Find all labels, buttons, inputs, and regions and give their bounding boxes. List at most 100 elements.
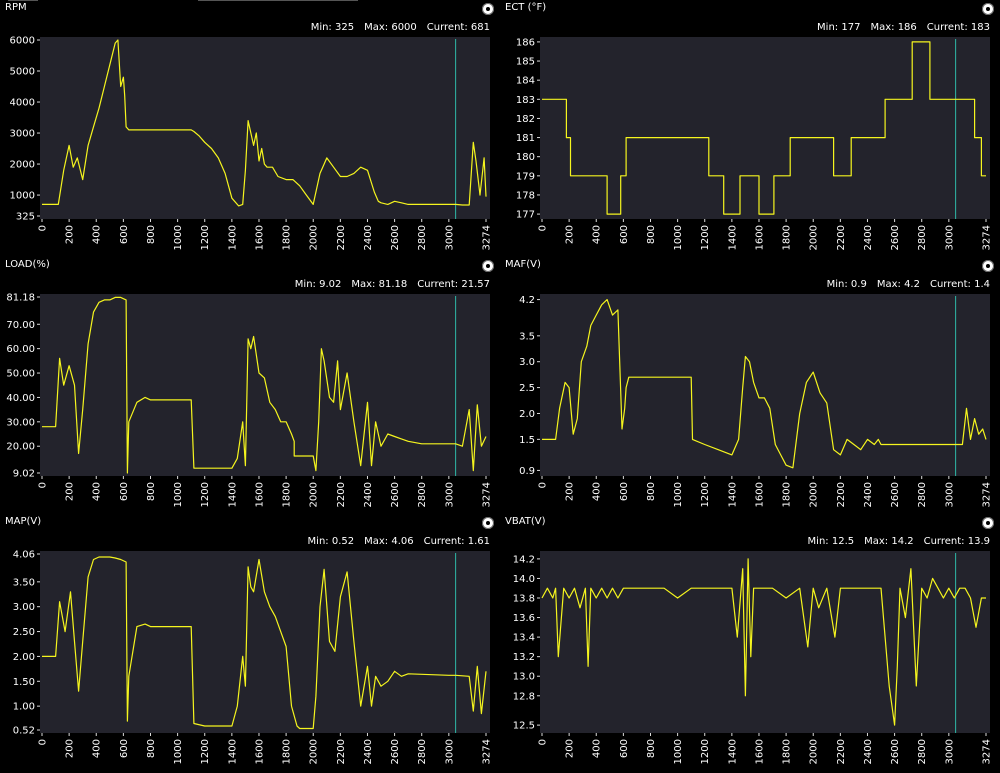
y-tick-label: 14.2	[513, 554, 535, 565]
plot-area[interactable]: 325 1000 2000 3000 4000 5000 6000 0 200 400 600 800…	[0, 20, 496, 255]
max-value: 4.2	[904, 279, 920, 290]
min-value: 0.52	[331, 536, 355, 547]
series-line	[42, 296, 487, 474]
x-tick-label: 2800	[417, 225, 428, 250]
min-value: 325	[335, 22, 355, 33]
plot-background	[540, 37, 990, 219]
max-label: Max:	[351, 279, 376, 290]
x-tick-label: 2200	[836, 482, 847, 507]
x-tick-label: 3274	[482, 482, 493, 507]
x-tick-label: 0	[38, 739, 49, 745]
ect-panel: ECT (°F) 177 178 179 180 181 182 183 184 185 186 0…	[500, 0, 996, 255]
x-tick-label: 1800	[282, 225, 293, 250]
y-tick-label: 13.0	[513, 672, 535, 683]
close-icon[interactable]	[482, 260, 494, 272]
x-tick-label: 2600	[390, 225, 401, 250]
x-tick-label: 600	[619, 482, 630, 501]
x-tick-label: 800	[646, 225, 657, 244]
x-tick-label: 2200	[336, 739, 347, 764]
plot-area[interactable]: 0.52 1.00 1.50 2.00 2.50 3.00 3.50 4.06 0 200 400 6…	[0, 534, 496, 769]
x-tick-label: 1400	[227, 482, 238, 507]
x-tick-label: 1000	[173, 225, 184, 250]
y-tick-label: 1000	[10, 191, 35, 202]
y-tick-label: 181	[516, 133, 535, 144]
y-tick-label: 3000	[10, 129, 35, 140]
plot-area[interactable]: 177 178 179 180 181 182 183 184 185 186 0 200 400 600…	[500, 20, 996, 255]
x-tick-label: 600	[619, 225, 630, 244]
x-tick-label: 1600	[254, 225, 265, 250]
min-label: Min:	[310, 22, 332, 33]
min-value: 9.02	[319, 279, 342, 290]
close-icon[interactable]	[982, 3, 994, 15]
y-tick-label: 2.00	[13, 652, 35, 663]
y-tick-label: 20.00	[6, 442, 35, 453]
x-tick-label: 2800	[417, 739, 428, 764]
x-tick-label: 3274	[482, 739, 493, 764]
x-tick-label: 1400	[727, 739, 738, 764]
plot-area[interactable]: 12.5 12.8 13.0 13.2 13.4 13.6 13.8 14.0 14.2 0 200…	[500, 534, 996, 769]
plot-background	[40, 551, 490, 733]
x-tick-label: 1600	[754, 482, 765, 507]
current-value: 1.4	[974, 279, 990, 290]
chart-svg: 9.02 20.00 30.00 40.00 50.00 60.00 70.00 81.18 0…	[6, 293, 493, 508]
x-tick-label: 1600	[754, 739, 765, 764]
x-tick-label: 2800	[917, 482, 928, 507]
close-icon[interactable]	[982, 517, 994, 529]
load-panel: LOAD(%) 9.02 20.00 30.00 40.00 50.00 60.00 70.…	[0, 257, 496, 512]
y-tick-label: 13.6	[513, 613, 535, 624]
y-tick-label: 12.8	[513, 691, 535, 702]
y-tick-label: 30.00	[6, 417, 35, 428]
current-label: Current:	[923, 536, 965, 547]
close-icon[interactable]	[982, 260, 994, 272]
x-tick-label: 1200	[200, 482, 211, 507]
x-tick-label: 200	[565, 739, 576, 758]
y-tick-label: 185	[516, 57, 535, 68]
y-tick-label: 179	[516, 171, 535, 182]
series-line	[42, 556, 487, 730]
x-tick-label: 200	[565, 225, 576, 244]
x-tick-label: 1200	[200, 739, 211, 764]
y-tick-label: 14.0	[513, 574, 535, 585]
max-label: Max:	[876, 279, 901, 290]
current-label: Current:	[417, 279, 459, 290]
panel-title: MAP(V)	[5, 516, 42, 527]
x-tick-label: 1800	[282, 739, 293, 764]
min-value: 12.5	[831, 536, 855, 547]
x-tick-label: 400	[592, 225, 603, 244]
max-value: 81.18	[378, 279, 408, 290]
x-tick-label: 400	[92, 225, 103, 244]
y-tick-label: 1.50	[13, 677, 35, 688]
y-tick-label: 4.2	[519, 295, 535, 306]
x-tick-label: 1400	[227, 225, 238, 250]
min-label: Min:	[294, 279, 316, 290]
plot-background	[40, 37, 490, 219]
x-tick-label: 2600	[890, 225, 901, 250]
plot-area[interactable]: 0.9 1.5 2.0 2.5 3.0 3.5 4.2 0 200 400 600 800 1000 12…	[500, 277, 996, 512]
x-tick-label: 0	[538, 482, 549, 488]
x-tick-label: 200	[65, 739, 76, 758]
x-tick-label: 2600	[890, 482, 901, 507]
y-tick-label: 1.5	[519, 435, 535, 446]
close-icon[interactable]	[482, 517, 494, 529]
x-tick-label: 800	[646, 739, 657, 758]
x-tick-label: 1600	[254, 482, 265, 507]
y-tick-label: 184	[516, 76, 535, 87]
min-value: 0.9	[850, 279, 867, 290]
x-tick-label: 600	[119, 482, 130, 501]
min-label: Min:	[826, 279, 848, 290]
stats-readout: Min: 325 Max: 6000 Current: 681	[301, 22, 490, 33]
y-tick-label: 3.5	[519, 331, 535, 342]
maf-panel: MAF(V) 0.9 1.5 2.0 2.5 3.0 3.5 4.2 0 200 400 600 80…	[500, 257, 996, 512]
x-tick-label: 2000	[809, 739, 820, 764]
y-tick-label: 4000	[10, 98, 35, 109]
min-label: Min:	[807, 536, 829, 547]
x-tick-label: 800	[646, 482, 657, 501]
plot-area[interactable]: 9.02 20.00 30.00 40.00 50.00 60.00 70.00 81.18 0…	[0, 277, 496, 512]
x-tick-label: 200	[565, 482, 576, 501]
close-icon[interactable]	[482, 3, 494, 15]
scroll-thumb[interactable]	[198, 0, 358, 1]
min-label: Min:	[307, 536, 329, 547]
x-tick-label: 2000	[309, 482, 320, 507]
x-tick-label: 2400	[863, 739, 874, 764]
x-tick-label: 1800	[782, 739, 793, 764]
